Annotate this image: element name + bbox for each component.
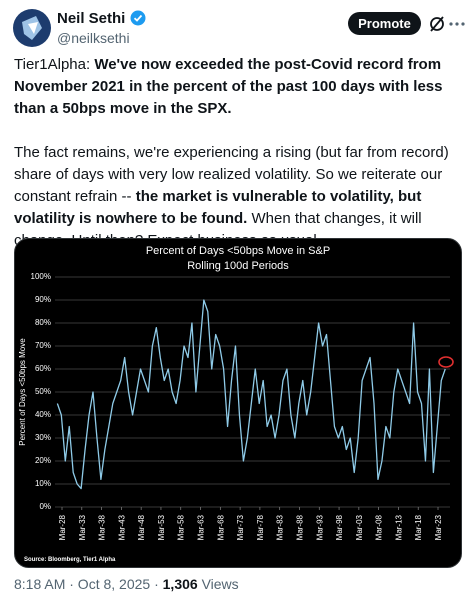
x-tick-label: Mar-38 [98,514,107,540]
x-tick-label: Mar-23 [434,514,443,540]
author-name-text: Neil Sethi [57,10,126,27]
tweet-text: Tier1Alpha: We've now exceeded the post-… [14,54,464,274]
y-tick-label: 100% [31,272,51,281]
avatar[interactable] [12,8,52,48]
text-run: The fact remains, we're experiencing a r… [14,144,449,205]
grok-icon[interactable] [428,15,446,33]
x-tick-label: Mar-93 [315,514,324,540]
bold-text: We've now exceeded the post-Covid record… [14,56,443,117]
y-tick-label: 80% [35,318,51,327]
x-tick-label: Mar-48 [137,514,146,540]
chart-title: Percent of Days <50bps Move in S&P [146,245,330,257]
timestamp[interactable]: 8:18 AM · Oct 8, 2025 · [14,576,159,592]
y-axis-label: Percent of Days <50bps Move [18,338,27,446]
y-tick-label: 70% [35,341,51,350]
x-tick-label: Mar-08 [375,514,384,540]
highlight-circle [438,356,454,368]
y-tick-label: 60% [35,364,51,373]
promote-button[interactable]: Promote [348,12,421,35]
chart-source: Source: Bloomberg, Tier1 Alpha [24,557,116,563]
x-tick-label: Mar-63 [197,514,206,540]
x-tick-label: Mar-73 [236,514,245,540]
x-tick-label: Mar-58 [177,514,186,540]
y-tick-label: 30% [35,433,51,442]
chart-background [14,238,462,568]
paragraph: Tier1Alpha: We've now exceeded the post-… [14,54,464,120]
x-tick-label: Mar-83 [276,514,285,540]
y-tick-label: 40% [35,410,51,419]
x-tick-label: Mar-43 [117,514,126,540]
y-tick-label: 50% [35,387,51,396]
text-run: Tier1Alpha: [14,56,95,73]
author-name[interactable]: Neil Sethi [57,10,146,27]
x-tick-label: Mar-53 [157,514,166,540]
bold-text: the market is vulnerable to volatility, … [14,188,422,227]
chart: Percent of Days <50bps Move in S&P Rolli… [14,238,462,568]
author-handle[interactable]: @neilksethi [57,30,130,46]
paragraph: The fact remains, we're experiencing a r… [14,142,464,252]
y-tick-label: 90% [35,295,51,304]
x-tick-label: Mar-33 [78,514,87,540]
x-tick-label: Mar-98 [335,514,344,540]
tweet-footer: 8:18 AM · Oct 8, 2025 · 1,306 Views [14,576,239,592]
x-tick-label: Mar-13 [394,514,403,540]
x-tick-label: Mar-18 [414,514,423,540]
x-tick-label: Mar-88 [295,514,304,540]
views-count: 1,306 [162,576,198,592]
more-menu[interactable] [448,20,466,28]
x-tick-label: Mar-68 [216,514,225,540]
x-tick-label: Mar-28 [58,514,67,540]
y-tick-label: 10% [35,479,51,488]
views-label: Views [201,576,239,592]
verified-badge [130,10,146,26]
chart-subtitle: Rolling 100d Periods [187,260,289,272]
y-tick-label: 0% [39,502,51,511]
x-tick-label: Mar-78 [256,514,265,540]
y-tick-label: 20% [35,456,51,465]
data-line [56,299,446,490]
x-tick-label: Mar-03 [355,514,364,540]
